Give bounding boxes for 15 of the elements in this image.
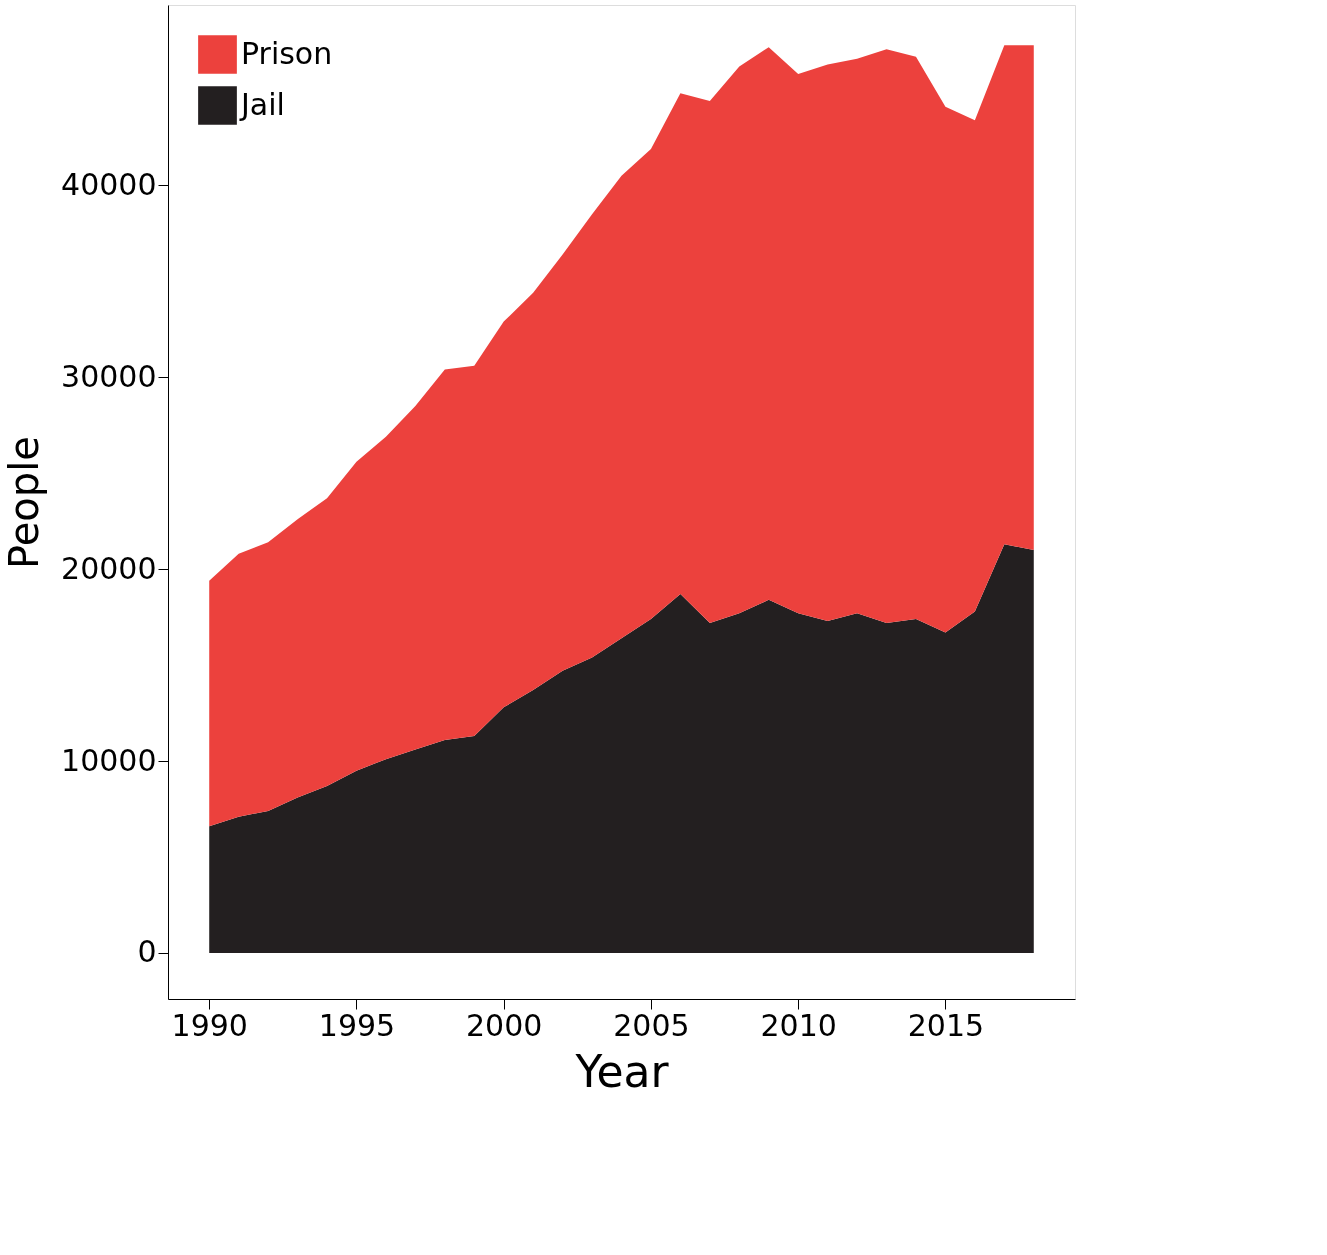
y-tick-label: 30000 <box>61 358 157 394</box>
x-tick-label: 2015 <box>907 1007 985 1043</box>
x-tick-label: 1995 <box>318 1007 396 1043</box>
y-axis-title: People <box>1 436 48 569</box>
x-tick-label: 2005 <box>613 1007 690 1043</box>
legend-label: Prison <box>241 35 333 71</box>
y-tick-label: 0 <box>137 934 157 970</box>
x-tick-label: 2010 <box>760 1007 837 1043</box>
x-tick-label: 2000 <box>466 1007 543 1043</box>
x-axis-title: Year <box>574 1045 670 1097</box>
x-tick-label: 1990 <box>171 1007 248 1043</box>
y-tick-label: 20000 <box>61 550 157 586</box>
legend-label: Jail <box>239 86 285 122</box>
y-tick-label: 10000 <box>61 742 157 778</box>
y-tick-label: 40000 <box>61 166 157 202</box>
